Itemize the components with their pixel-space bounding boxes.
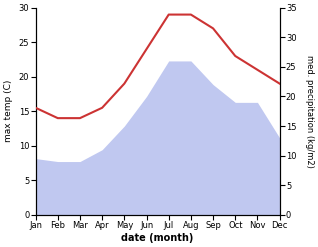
X-axis label: date (month): date (month) bbox=[121, 233, 194, 243]
Y-axis label: max temp (C): max temp (C) bbox=[4, 80, 13, 143]
Y-axis label: med. precipitation (kg/m2): med. precipitation (kg/m2) bbox=[305, 55, 314, 168]
